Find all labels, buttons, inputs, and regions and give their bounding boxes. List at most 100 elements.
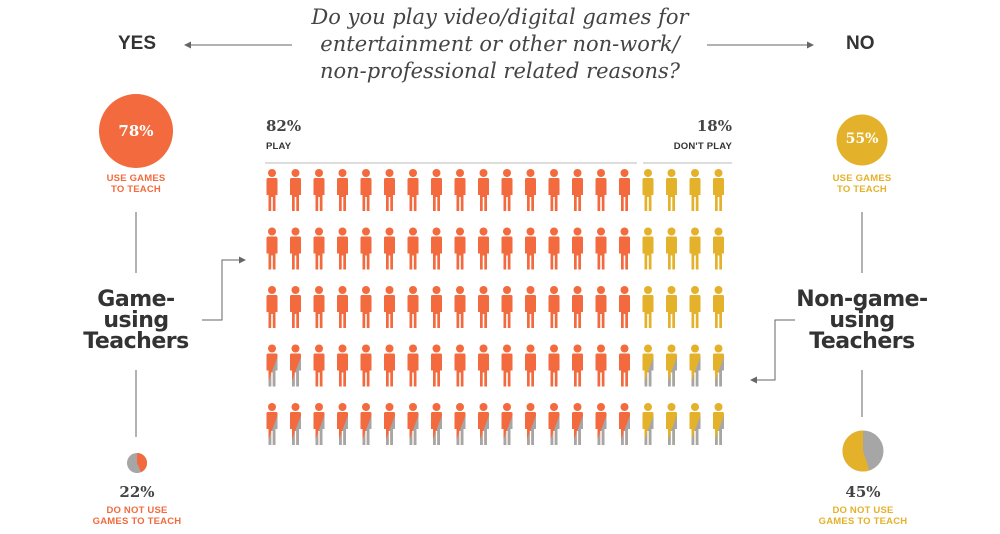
right-use-pct: 55% [845,131,879,147]
person-body [713,295,724,328]
person-body [384,353,395,387]
not-using-overlay [501,414,513,445]
person-icon-dont-play [642,286,654,328]
person-icon-play [525,169,536,211]
person-icon-play [313,169,325,211]
not-using-overlay [313,414,325,445]
person-icon-play [337,286,348,328]
person-body [337,178,348,211]
person-body [572,178,583,211]
play-pct: 82% [266,117,302,135]
person-head [479,169,488,177]
title-line: Game- [97,287,175,312]
person-icon-play [360,227,372,270]
person-head [479,227,488,236]
left-use-pie [99,94,173,168]
not-using-overlay [525,414,536,445]
person-head [456,169,464,177]
person-head [503,227,511,236]
person-body [290,236,301,270]
person-head [456,403,464,411]
not-using-overlay [407,414,419,445]
left-not-use-label: DO NOT USE GAMES TO TEACH [72,505,202,527]
person-body [407,353,419,387]
person-icon-play [619,344,630,387]
person-head [291,403,300,411]
person-head [550,286,558,294]
person-body [290,295,301,328]
person-body [642,295,654,328]
question-line: non-professional related reasons? [319,59,681,83]
person-icon-dont-play [666,286,677,328]
title-line: using [103,308,169,333]
person-body [360,236,372,270]
not-using-overlay [290,355,301,387]
person-body [595,295,607,328]
not-using-overlay [572,414,583,445]
person-head [362,286,370,294]
person-icon-play [454,227,466,270]
person-body [407,236,419,270]
person-icon-play [595,403,607,445]
person-icon-play [454,286,466,328]
not-using-overlay [290,414,301,445]
person-head [385,403,394,411]
person-body [478,353,489,387]
person-body [290,178,301,211]
person-icon-dont-play [689,344,701,387]
question-line: entertainment or other non-work/ [320,32,680,56]
not-using-overlay [713,355,724,387]
person-icon-play [525,286,536,328]
person-head [667,344,676,353]
label-line: USE GAMES [106,173,166,184]
person-body [548,353,560,387]
person-head [338,403,347,411]
person-icon-play [619,403,630,445]
person-body [454,295,466,328]
person-icon-dont-play [666,169,677,211]
person-head [409,286,417,294]
person-icon-play [384,344,395,387]
person-icon-play [313,403,325,445]
person-icon-play [572,403,583,445]
person-head [573,344,582,353]
person-head [550,344,558,353]
person-head [479,344,488,353]
person-body [595,236,607,270]
person-head [338,227,347,236]
person-icon-play [290,286,301,328]
person-icon-play [313,286,325,328]
person-body [642,178,654,211]
person-icon-play [572,344,583,387]
person-icon-dont-play [642,344,654,387]
person-head [526,403,535,411]
person-body [713,236,724,270]
person-icon-play [501,286,513,328]
person-head [432,169,441,177]
person-body [360,295,372,328]
person-head [409,227,417,236]
person-icon-play [619,227,630,270]
person-body [619,236,630,270]
person-head [291,286,300,294]
left-group-title: Game- using Teachers [66,287,206,353]
person-icon-play [313,227,325,270]
person-icon-play [360,344,372,387]
person-head [338,286,347,294]
not-using-overlay [384,414,395,445]
right-not-use-pie [842,430,884,472]
person-head [526,227,535,236]
person-body [478,178,489,211]
person-head [620,403,629,411]
person-icon-play [431,403,442,445]
person-head [268,227,276,236]
person-head [644,227,652,236]
person-body [501,178,513,211]
yes-label: YES [118,33,157,54]
arrowhead-into-right [750,376,757,384]
person-icon-play [407,227,419,270]
person-body [619,178,630,211]
question-line: Do you play video/digital games for [311,5,689,29]
person-body [548,236,560,270]
person-icon-play [360,169,372,211]
